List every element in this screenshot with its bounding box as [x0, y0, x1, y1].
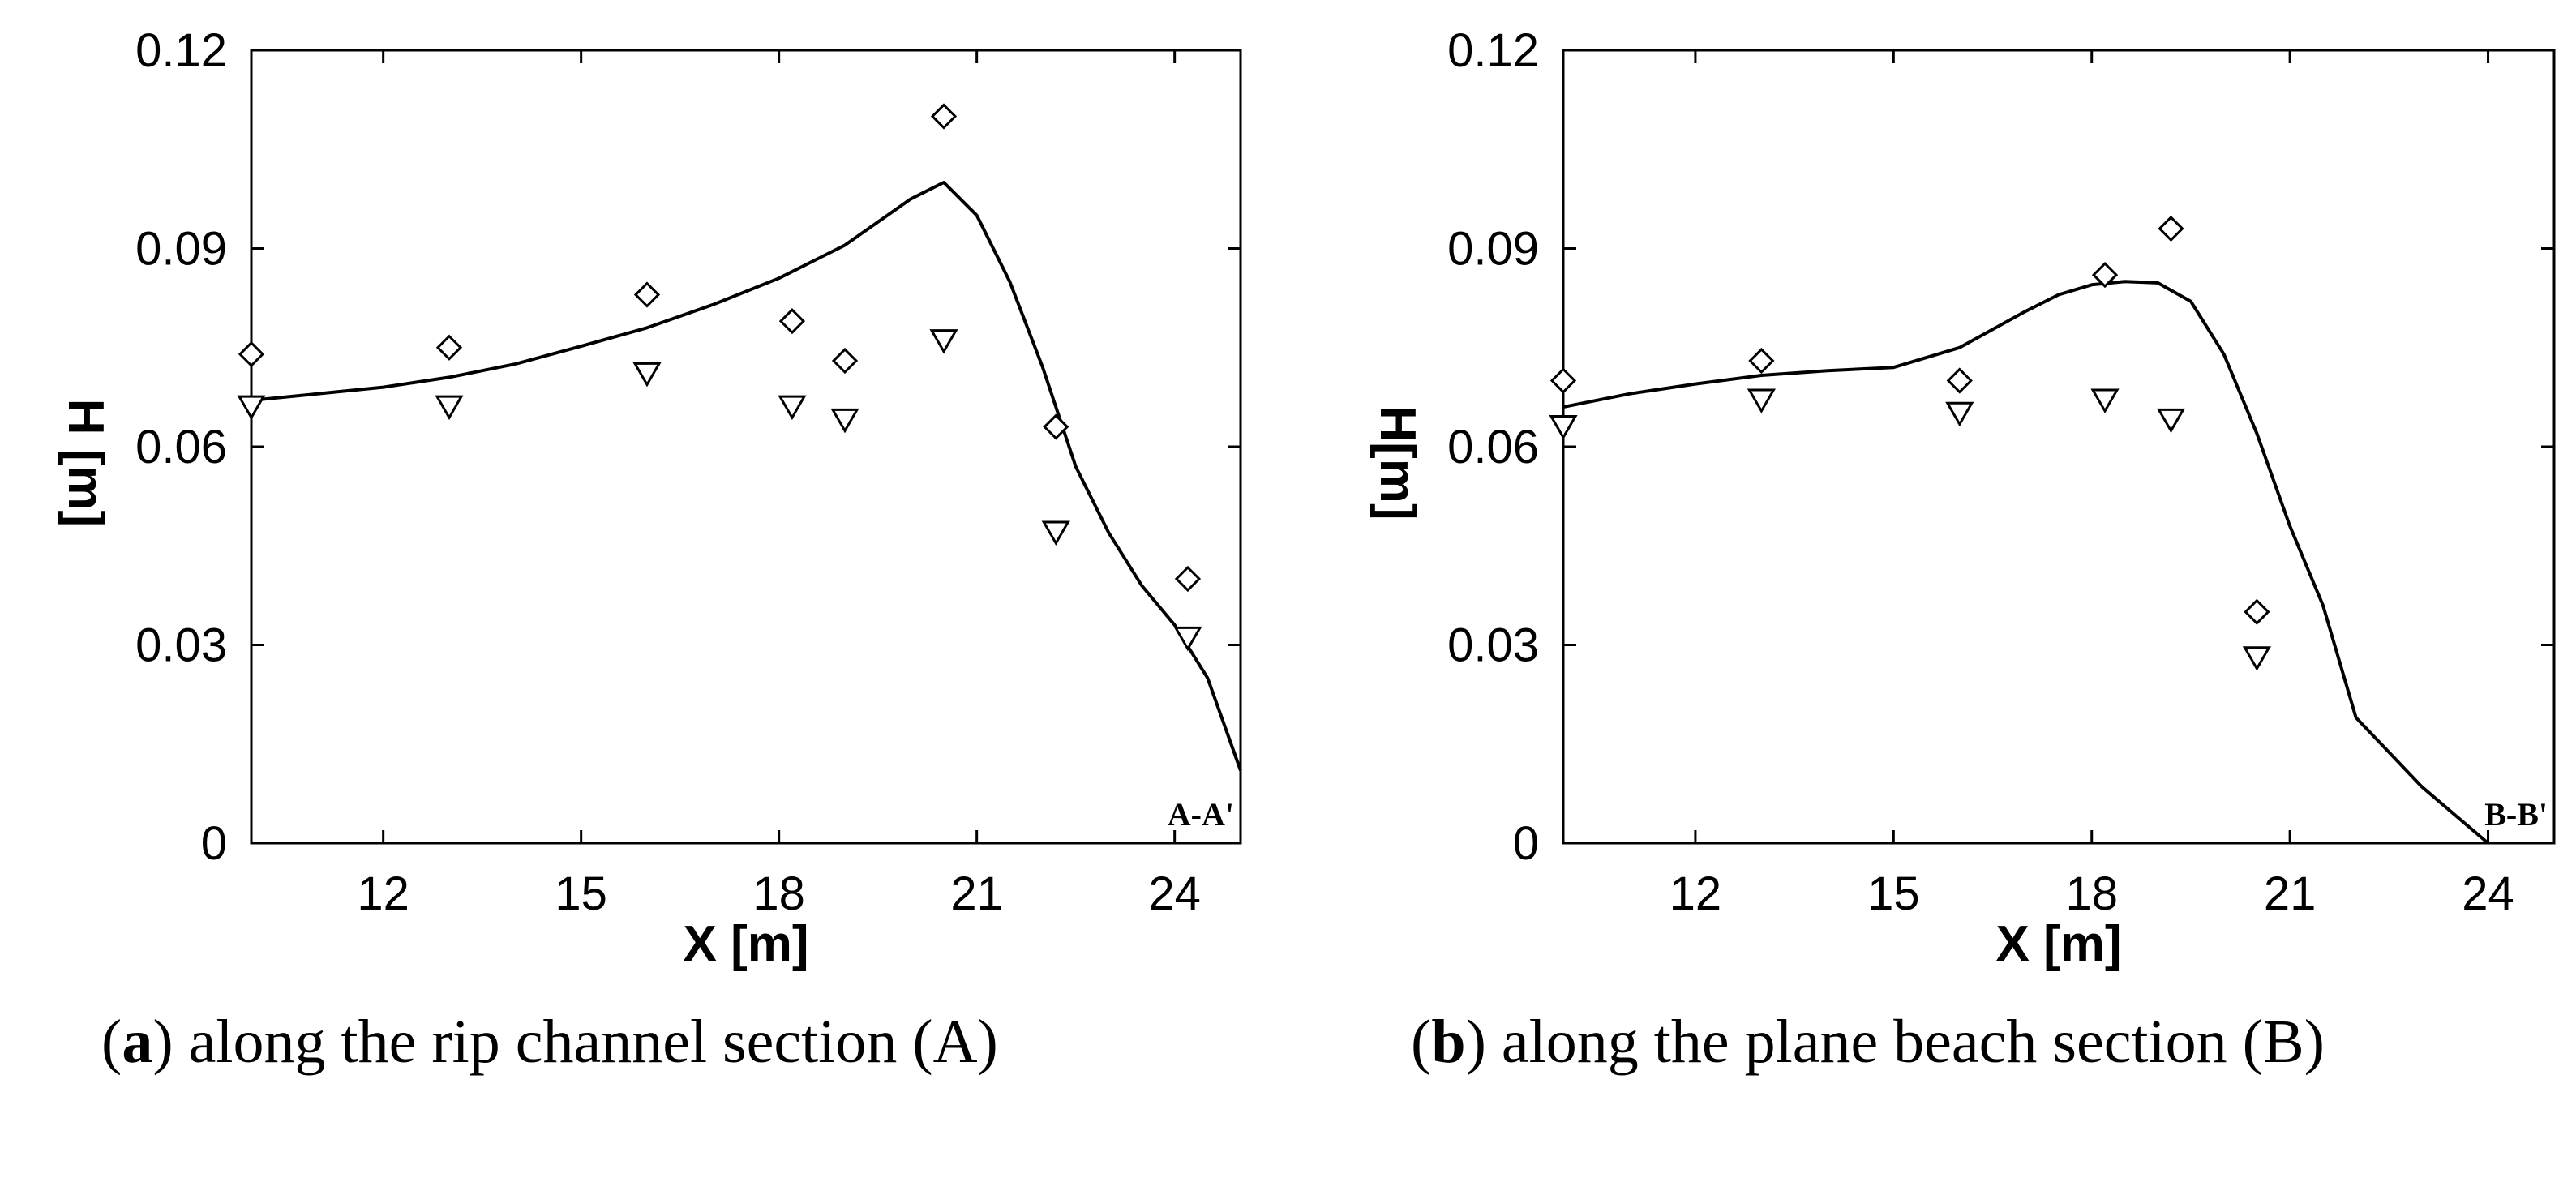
plot-frame [250, 49, 1242, 845]
triangle-marker [830, 408, 859, 434]
triangle-marker [929, 329, 958, 354]
y-tick-label: 0.03 [135, 619, 227, 672]
y-tick-label: 0.03 [1447, 619, 1539, 672]
caption-letter: b [1431, 1008, 1465, 1076]
triangle-marker [1945, 401, 1974, 427]
caption-text: along the rip channel section (A) [174, 1008, 998, 1076]
triangle-marker [632, 362, 662, 388]
caption-letter: a [122, 1008, 152, 1076]
triangle-marker [237, 395, 266, 421]
triangle-marker [778, 395, 807, 421]
section-tag: B-B' [2484, 796, 2548, 833]
x-tick-label: 24 [1148, 867, 1201, 920]
plot-frame [1562, 49, 2556, 845]
y-axis-title: H[m] [1369, 405, 1425, 520]
diamond-marker [1748, 347, 1775, 375]
y-tick-label: 0.06 [1447, 421, 1539, 473]
triangle-marker [2090, 388, 2120, 413]
x-tick-label: 21 [2264, 867, 2317, 920]
x-tick-label: 12 [357, 867, 409, 920]
triangle-marker [2156, 408, 2186, 434]
diamond-marker [2158, 215, 2184, 242]
diamond-marker [2244, 598, 2270, 625]
x-tick-label: 18 [752, 867, 805, 920]
triangle-marker [2242, 646, 2271, 671]
caption-paren-close: ) [1466, 1008, 1486, 1076]
caption-text: along the plane beach section (B) [1486, 1008, 2325, 1076]
diamond-marker [435, 334, 463, 361]
diamond-marker [1549, 367, 1577, 394]
x-axis-title: X [m] [684, 916, 809, 972]
diamond-marker [1174, 565, 1202, 593]
x-tick-label: 15 [555, 867, 607, 920]
panel-a: 12 15 18 21 24 0 0.03 0.06 0.09 0.12 X [m] H [m] A-A… [58, 24, 1242, 1076]
diamond-marker [831, 347, 859, 375]
y-axis-title: H [m] [58, 399, 114, 527]
y-tick-label: 0.09 [135, 223, 227, 276]
x-tick-label: 12 [1669, 867, 1722, 920]
x-tick-label: 18 [2065, 867, 2118, 920]
diamond-marker [1043, 413, 1069, 440]
y-tick-label: 0 [201, 817, 227, 870]
panel-caption: (b) along the plane beach section (B) [1411, 1008, 2325, 1076]
y-tick-label: 0.09 [1447, 223, 1539, 276]
x-tick-label: 21 [950, 867, 1003, 920]
model-line [251, 181, 1242, 772]
triangle-marker [1549, 415, 1578, 440]
diamond-marker [633, 281, 661, 308]
x-tick-label: 15 [1867, 867, 1920, 920]
triangle-marker [1173, 626, 1202, 652]
diamond-marker [778, 308, 806, 335]
y-tick-label: 0.06 [135, 421, 227, 473]
triangle-marker [435, 395, 464, 421]
y-tick-label: 0 [1513, 817, 1539, 870]
triangle-marker [1041, 520, 1070, 546]
diamond-marker [1946, 367, 1973, 394]
panel-b: 12 15 18 21 24 0 0.03 0.06 0.09 0.12 X [m] H[m] B-B'… [1369, 24, 2556, 1076]
caption-paren-open: ( [101, 1008, 122, 1076]
caption-paren-close: ) [152, 1008, 173, 1076]
x-axis-title: X [m] [1996, 916, 2122, 972]
y-tick-label: 0.12 [1447, 24, 1539, 77]
caption-paren-open: ( [1411, 1008, 1431, 1076]
x-tick-label: 24 [2462, 867, 2514, 920]
panel-caption: (a) along the rip channel section (A) [101, 1008, 998, 1076]
y-tick-label: 0.12 [135, 24, 227, 77]
diamond-marker [238, 340, 265, 368]
diamond-marker [930, 103, 958, 130]
model-line [1562, 280, 2489, 845]
diamond-marker [2091, 261, 2119, 289]
section-tag: A-A' [1168, 796, 1234, 833]
triangle-marker [1747, 388, 1776, 413]
